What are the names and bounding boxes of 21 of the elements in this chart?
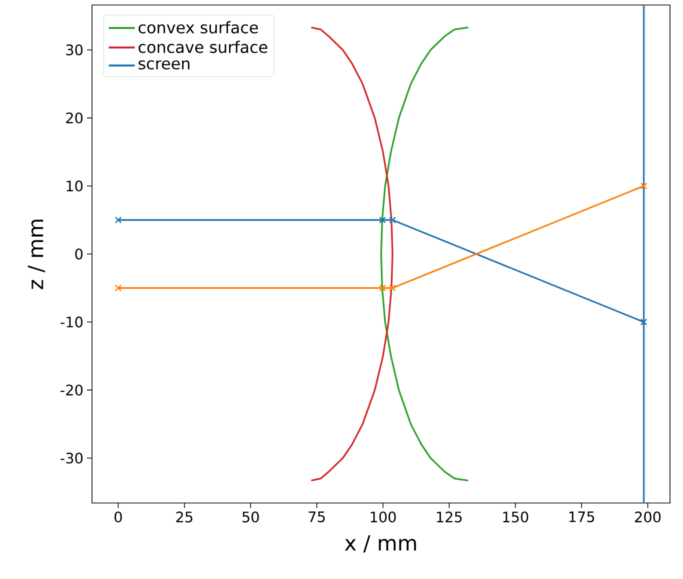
x-tick-label: 125 xyxy=(436,512,462,522)
y-tick-label: 20 xyxy=(66,112,83,124)
x-tick-label: 200 xyxy=(635,512,661,522)
x-tick-label: 75 xyxy=(308,512,325,522)
y-tick-label: -30 xyxy=(60,452,83,464)
y-tick-label: 30 xyxy=(66,44,83,56)
y-tick-label: 0 xyxy=(75,248,83,260)
x-tick-label: 100 xyxy=(370,512,396,522)
x-axis-title: x / mm xyxy=(344,535,416,552)
x-tick-label: 150 xyxy=(503,512,528,522)
x-tick-label: 0 xyxy=(114,512,122,522)
x-tick-label: 175 xyxy=(569,512,594,522)
y-tick-label: 10 xyxy=(66,180,83,192)
x-tick-label: 50 xyxy=(242,512,259,522)
y-tick-label: -10 xyxy=(60,316,83,328)
y-tick-label: -20 xyxy=(60,384,83,396)
legend-label: concave surface xyxy=(138,40,268,54)
x-tick-label: 25 xyxy=(176,512,192,522)
legend-label: screen xyxy=(138,60,190,70)
legend-label: convex surface xyxy=(138,21,258,34)
y-axis-title: z / mm xyxy=(28,220,46,290)
